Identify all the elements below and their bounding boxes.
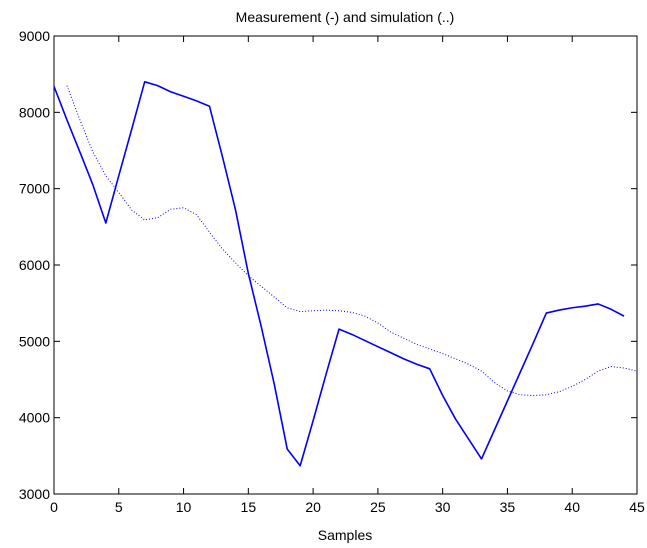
y-tick-label: 3000 <box>19 486 50 502</box>
x-tick-label: 30 <box>435 499 451 515</box>
x-tick-label: 10 <box>176 499 192 515</box>
y-tick-label: 8000 <box>19 104 50 120</box>
x-tick-label: 35 <box>500 499 516 515</box>
y-tick-label: 4000 <box>19 410 50 426</box>
x-tick-label: 20 <box>305 499 321 515</box>
x-axis-label: Samples <box>318 527 372 543</box>
y-tick-label: 6000 <box>19 257 50 273</box>
x-tick-label: 5 <box>115 499 123 515</box>
plot-area <box>53 35 638 495</box>
axis-ticks: 0 5 10 15 20 25 30 35 40 45 3000 4000 5000 6000 7000 80… <box>19 28 645 515</box>
y-tick-label: 5000 <box>19 333 50 349</box>
x-tick-label: 40 <box>564 499 580 515</box>
x-tick-label: 45 <box>629 499 645 515</box>
chart-title: Measurement (-) and simulation (..) <box>236 9 455 25</box>
x-tick-label: 15 <box>241 499 257 515</box>
x-tick-label: 25 <box>370 499 386 515</box>
y-tick-label: 7000 <box>19 181 50 197</box>
x-tick-label: 0 <box>50 499 58 515</box>
series-group <box>53 81 638 467</box>
measurement-series-line <box>53 81 625 467</box>
y-tick-label: 9000 <box>19 28 50 44</box>
